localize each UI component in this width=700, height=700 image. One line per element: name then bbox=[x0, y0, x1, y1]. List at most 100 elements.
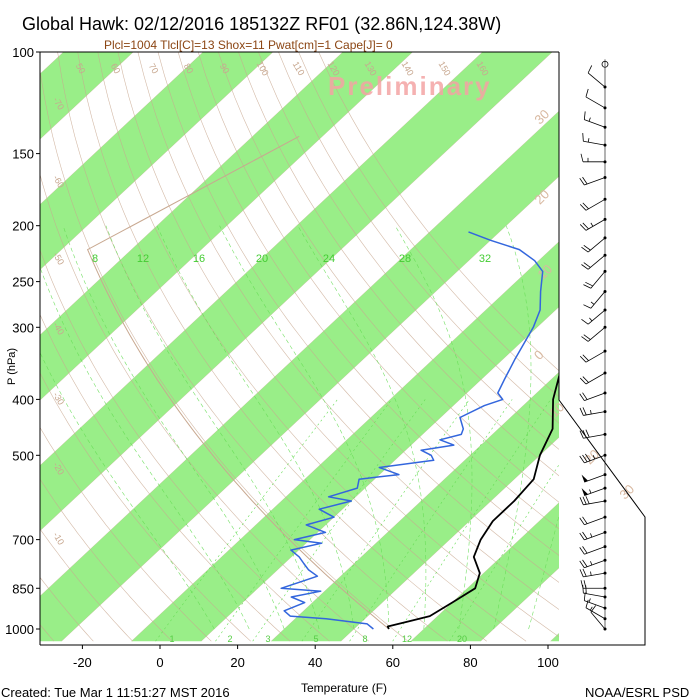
wind-barb bbox=[579, 371, 607, 385]
mixing-ratio-label-bottom: 20 bbox=[457, 634, 467, 644]
barb-flag bbox=[579, 430, 584, 439]
dry-adiabat-line bbox=[258, 52, 559, 450]
dry-adiabat-label: 90 bbox=[218, 62, 232, 76]
dry-adiabat-line bbox=[177, 52, 559, 556]
wind-barb bbox=[587, 65, 607, 89]
barb-flag bbox=[582, 133, 584, 142]
dry-adiabat-line bbox=[40, 372, 251, 642]
barb-staff bbox=[585, 372, 606, 385]
wind-barb bbox=[579, 530, 607, 541]
barb-staff bbox=[587, 326, 606, 342]
dry-adiabat-line bbox=[157, 52, 559, 583]
wind-barb bbox=[579, 391, 607, 401]
barb-half-flag bbox=[590, 561, 593, 566]
mixing-ratio-line bbox=[449, 464, 559, 642]
isotherm-line bbox=[690, 52, 700, 641]
barb-staff bbox=[584, 546, 606, 555]
wind-barb bbox=[582, 584, 607, 599]
mixing-ratio-label-bottom: 8 bbox=[362, 634, 367, 644]
barb-flag bbox=[579, 532, 585, 541]
y-tick-label: 250 bbox=[12, 275, 34, 290]
isotherm-line bbox=[40, 52, 344, 336]
y-axis-label: P (hPa) bbox=[6, 348, 18, 385]
dry-adiabat-line bbox=[40, 67, 409, 642]
dry-adiabat-line bbox=[97, 52, 527, 642]
dry-adiabat-line bbox=[117, 52, 559, 638]
barb-flag bbox=[587, 65, 593, 74]
barb-pennant bbox=[581, 474, 589, 483]
temperature-band bbox=[690, 52, 700, 641]
barb-flag bbox=[583, 580, 587, 589]
wind-barb bbox=[580, 580, 607, 590]
barb-flag bbox=[582, 407, 587, 416]
barb-flag bbox=[582, 376, 589, 383]
wind-barb bbox=[581, 308, 607, 325]
barb-flag bbox=[579, 517, 585, 525]
dry-adiabat-line bbox=[218, 52, 559, 503]
barb-flag bbox=[581, 246, 589, 253]
dry-adiabat-line bbox=[40, 313, 291, 642]
mixing-ratio-line bbox=[301, 399, 470, 642]
wind-barb bbox=[581, 236, 607, 253]
barb-flag bbox=[582, 496, 587, 505]
y-tick-label: 700 bbox=[12, 533, 34, 548]
isotherm-line bbox=[131, 241, 559, 642]
barb-staff bbox=[584, 531, 606, 541]
dry-adiabat-label: 60 bbox=[109, 62, 123, 76]
barb-flag bbox=[583, 244, 591, 251]
barb-flag bbox=[579, 224, 587, 231]
isotherm-line bbox=[410, 502, 559, 642]
dry-adiabat-line bbox=[197, 52, 559, 530]
dry-adiabat-line bbox=[40, 173, 369, 642]
dry-adiabat-label: 50 bbox=[74, 62, 88, 76]
isotherm-line bbox=[61, 175, 559, 642]
y-tick-label: 200 bbox=[12, 219, 34, 234]
isotherm-line bbox=[40, 52, 204, 205]
mixing-ratio-label: 16 bbox=[193, 253, 205, 265]
x-tick-label: 40 bbox=[308, 655, 322, 670]
barb-staff bbox=[585, 219, 606, 231]
barb-staff bbox=[583, 572, 606, 578]
barb-staff bbox=[590, 271, 606, 289]
barb-flag bbox=[585, 599, 589, 608]
y-tick-label: 150 bbox=[12, 147, 34, 162]
mixing-ratio-label-bottom: 1 bbox=[169, 634, 174, 644]
y-tick-label: 500 bbox=[12, 448, 34, 463]
isotherm-line bbox=[340, 437, 559, 642]
dewpoint-line bbox=[280, 231, 544, 630]
wind-barb bbox=[579, 175, 607, 186]
wind-barb bbox=[582, 133, 607, 147]
barb-half-flag bbox=[588, 117, 591, 122]
barb-flag bbox=[582, 559, 588, 567]
dry-adiabat-line bbox=[40, 478, 173, 642]
barb-half-flag bbox=[590, 222, 594, 227]
barb-flag bbox=[581, 318, 589, 325]
mixing-ratio-label: 8 bbox=[92, 253, 98, 265]
moist-adiabat-line bbox=[219, 225, 390, 630]
barb-flag bbox=[579, 204, 587, 211]
moist-adiabat-line bbox=[394, 225, 473, 630]
isotherm-line bbox=[201, 306, 559, 642]
moist-adiabat-line bbox=[493, 225, 532, 630]
barb-staff bbox=[585, 96, 606, 109]
mixing-ratio-lines bbox=[155, 399, 559, 642]
dry-adiabat-line bbox=[57, 52, 448, 642]
barb-staff bbox=[584, 600, 606, 609]
dry-adiabat-line bbox=[77, 52, 487, 642]
isotherm-label: 20 bbox=[581, 446, 602, 467]
barb-staff bbox=[590, 291, 606, 309]
x-tick-label: 80 bbox=[463, 655, 477, 670]
wind-barb bbox=[579, 496, 607, 506]
barb-half-flag bbox=[589, 489, 592, 494]
dry-adiabat-line bbox=[0, 52, 15, 641]
barb-flag bbox=[583, 262, 591, 268]
wind-barb bbox=[601, 60, 609, 68]
moist-adiabat-line bbox=[156, 225, 355, 630]
barb-staff bbox=[587, 72, 606, 88]
wind-barb bbox=[579, 453, 607, 464]
barb-staff bbox=[584, 474, 606, 483]
x-tick-label: -20 bbox=[73, 655, 92, 670]
barb-flag bbox=[582, 392, 588, 400]
dry-adiabat-line bbox=[238, 52, 559, 477]
